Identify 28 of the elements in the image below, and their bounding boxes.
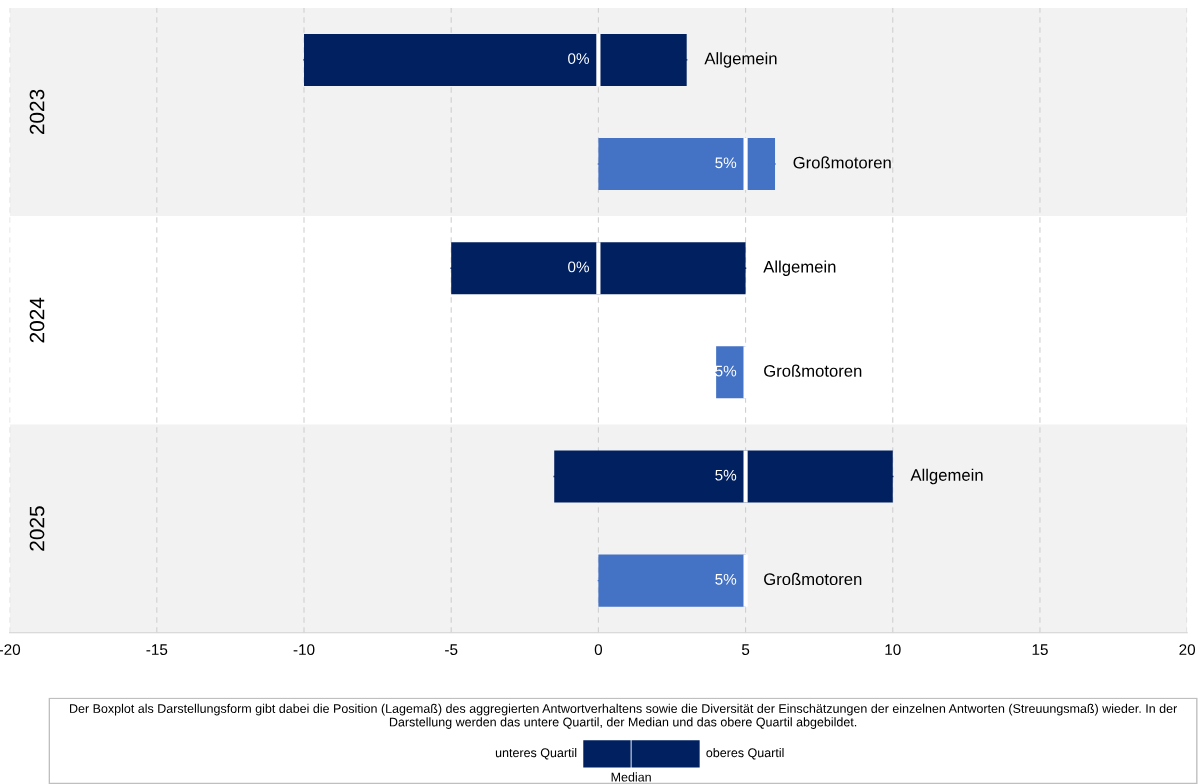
- text: Großmotoren: [764, 364, 862, 377]
- y-tick-label: 2023: [29, 89, 45, 135]
- x-tick-label: 20: [1179, 644, 1196, 656]
- text: unteres Quartil: [495, 747, 577, 760]
- text: 0%: [568, 53, 590, 65]
- text: 5%: [715, 157, 737, 169]
- x-tick-label: -15: [146, 644, 168, 656]
- text: Allgemein: [910, 468, 983, 485]
- y-tick-label: 2024: [29, 297, 45, 343]
- text: 5%: [715, 573, 737, 585]
- text: oberes Quartil: [706, 747, 784, 760]
- text: Großmotoren: [764, 572, 862, 586]
- legend-label: Allgemein: [704, 52, 777, 68]
- legend-label: Großmotoren: [793, 156, 891, 169]
- x-tick-label: -10: [293, 644, 315, 656]
- x-tick-label: 10: [885, 644, 901, 656]
- y-tick-label: 2025: [29, 506, 45, 551]
- x-tick-label: -20: [0, 644, 21, 656]
- text: 5%: [715, 469, 737, 481]
- text: 0%: [568, 261, 590, 273]
- x-tick-label: 5: [741, 644, 750, 656]
- text: Allgemein: [763, 260, 836, 276]
- text: Der Boxplot als Darstellungsform gibt dabei die Position (Lagemaß) des aggregierten Antwortverhaltens sowie die Diversität der Einschätzungen der einzelnen Antworten (Streuungsmaß) wieder. In der Darstellung werden das untere Quartil, der Median und das obere Quartil abgebildet.: [70, 703, 1178, 729]
- text: Median: [611, 772, 651, 782]
- x-tick-label: 0: [594, 644, 603, 656]
- x-tick-label: -5: [445, 644, 458, 656]
- x-tick-label: 15: [1032, 644, 1048, 656]
- text: 5%: [715, 365, 737, 377]
